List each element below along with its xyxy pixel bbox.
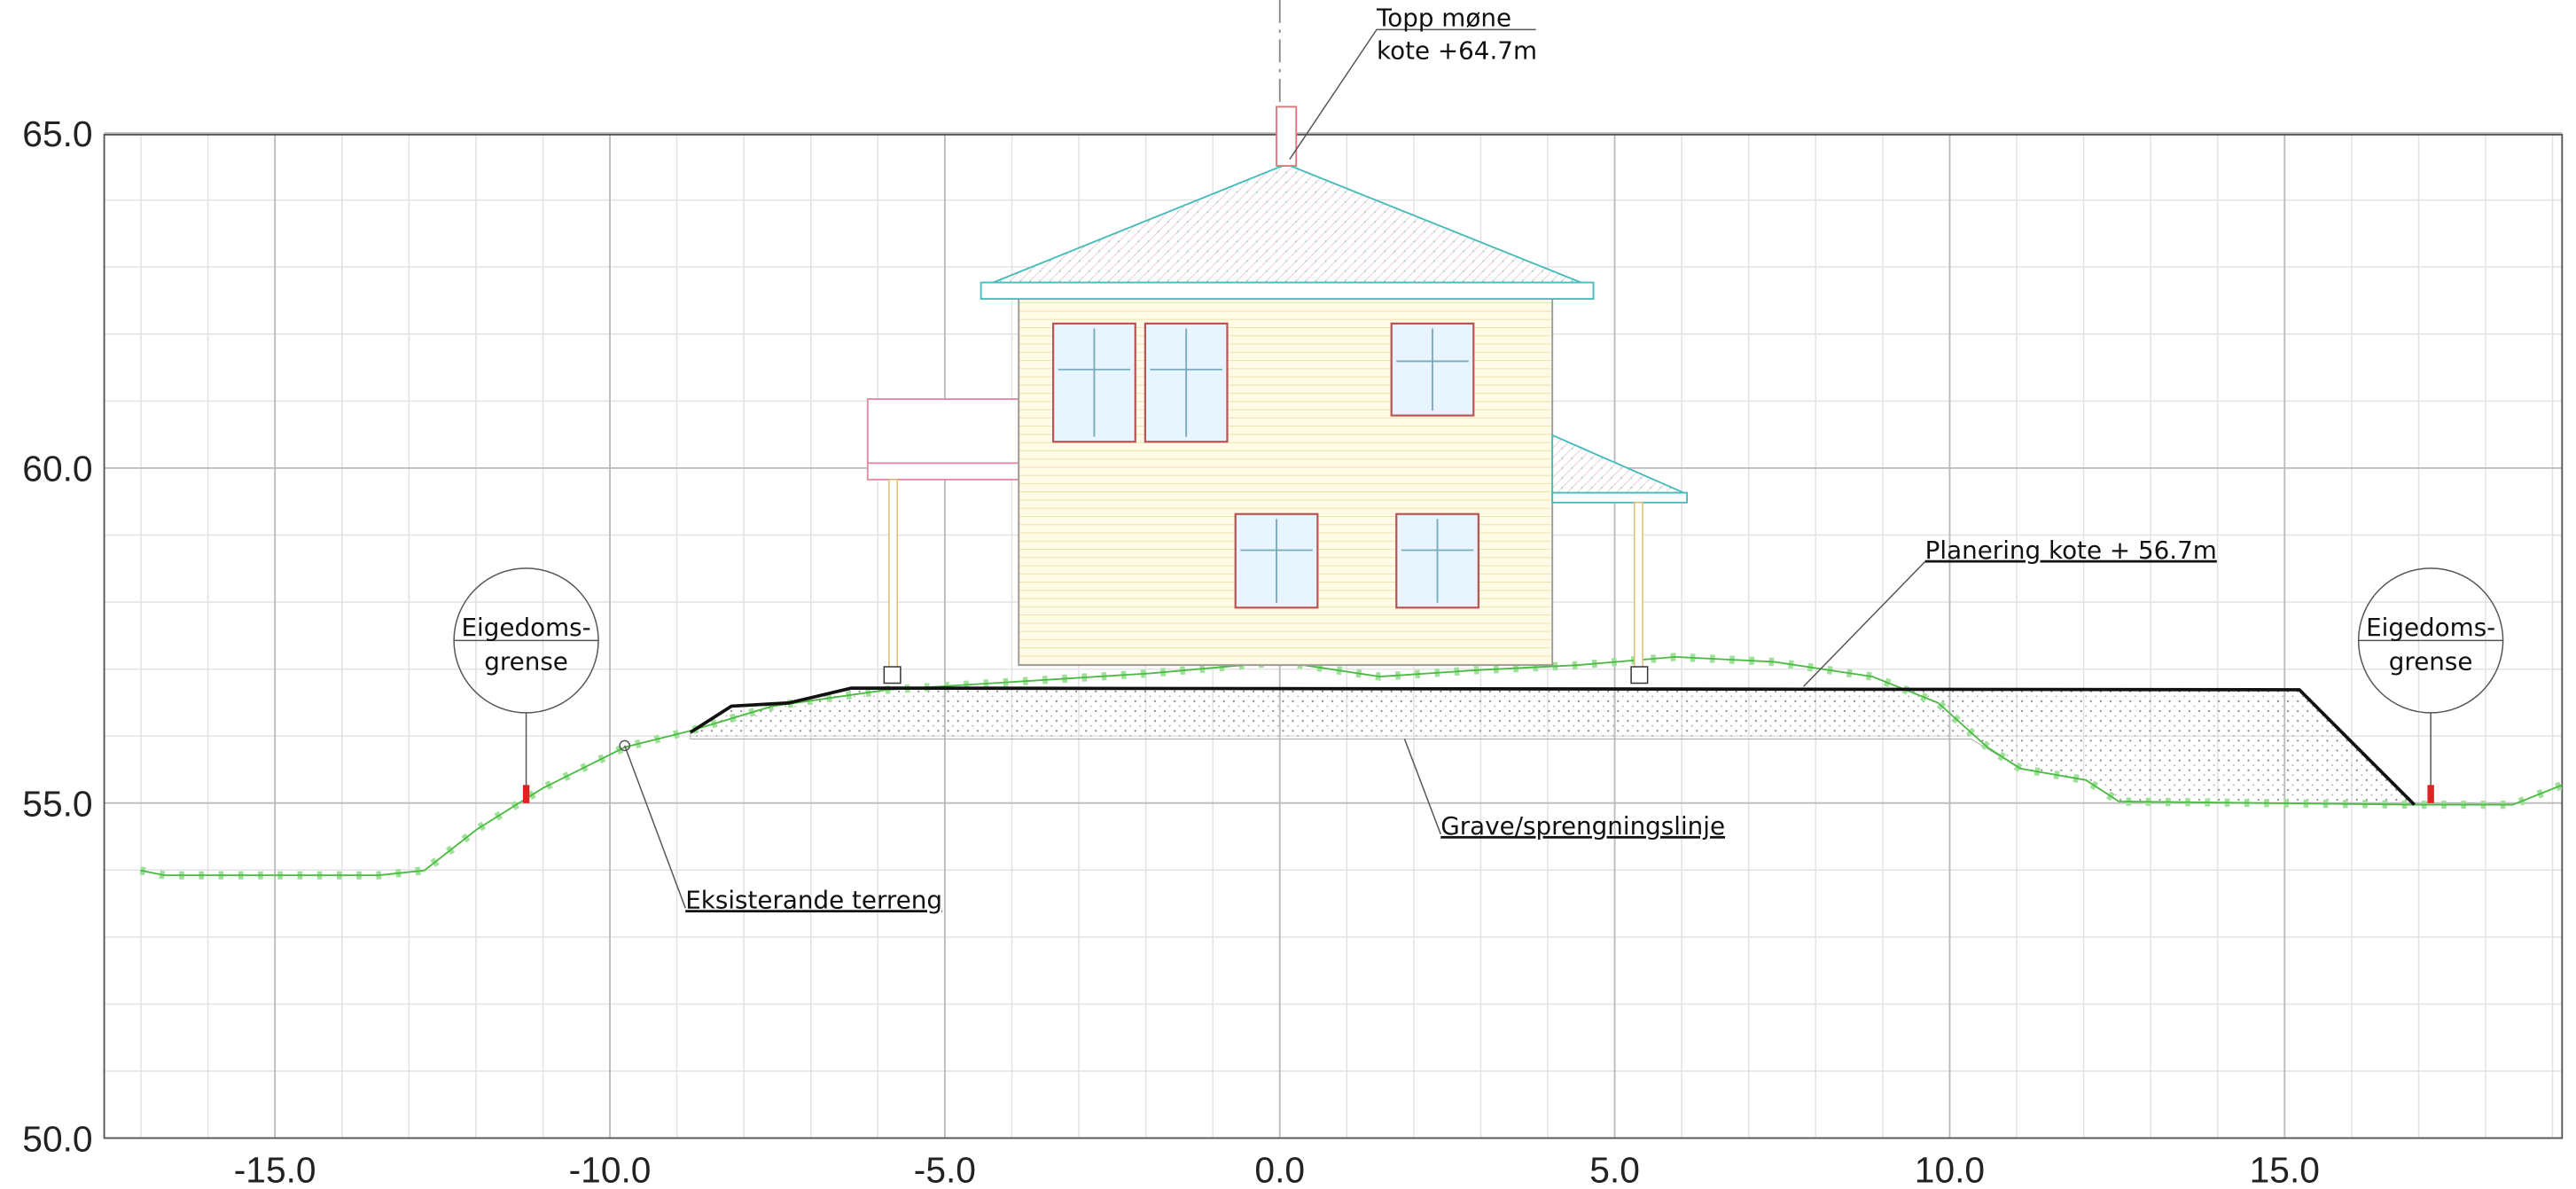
boundary-label: grense xyxy=(2389,647,2473,677)
x-tick-label: 15.0 xyxy=(2250,1150,2320,1189)
ridge-label: Topp møne xyxy=(1376,4,1511,33)
y-tick-label: 65.0 xyxy=(22,113,92,154)
boundary-label: Eigedoms- xyxy=(462,613,591,642)
y-tick-label: 55.0 xyxy=(22,784,92,825)
boundary-label: Eigedoms- xyxy=(2366,613,2495,642)
x-tick-label: 5.0 xyxy=(1589,1150,1640,1189)
x-tick-label: 10.0 xyxy=(1915,1150,1985,1189)
boundary-marker xyxy=(2427,785,2434,803)
y-tick-label: 50.0 xyxy=(22,1118,92,1159)
planned-terrain xyxy=(689,686,2416,806)
x-tick-label: -10.0 xyxy=(569,1150,652,1189)
terrain-label: Eksisterande terreng xyxy=(685,885,942,914)
grave-label: Grave/sprengningslinje xyxy=(1440,811,1725,841)
plot-frame xyxy=(103,133,2564,1139)
house xyxy=(866,106,1689,684)
existing-terrain xyxy=(139,653,2564,880)
boundary-label: grense xyxy=(484,647,568,677)
x-tick-label: -15.0 xyxy=(234,1150,316,1189)
y-tick-label: 60.0 xyxy=(22,449,92,489)
x-tick-label: 0.0 xyxy=(1254,1150,1305,1189)
leaders xyxy=(453,28,2504,909)
ridge-label: kote +64.7m xyxy=(1377,36,1537,66)
planering-label: Planering kote + 56.7m xyxy=(1925,536,2217,565)
boundary-marker xyxy=(522,785,530,803)
x-tick-label: -5.0 xyxy=(914,1150,976,1189)
excavation-area xyxy=(690,687,2416,806)
